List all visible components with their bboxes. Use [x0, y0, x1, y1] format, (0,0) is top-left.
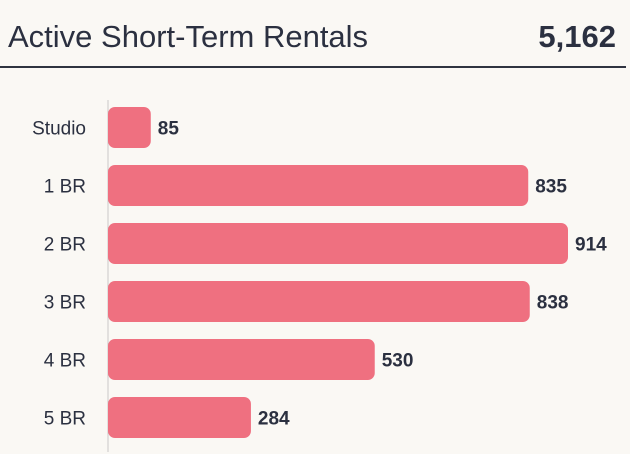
value-label: 914 [575, 235, 607, 256]
category-label: 3 BR [44, 293, 86, 314]
value-label: 838 [537, 293, 569, 314]
bar [108, 339, 375, 380]
bar-chart: Studio 85 1 BR 835 2 BR 914 3 BR 838 4 BR 530 5 BR… [32, 100, 607, 452]
value-label: 85 [158, 119, 180, 140]
bar [108, 165, 529, 206]
category-label: 1 BR [44, 177, 86, 198]
bar [108, 107, 151, 148]
value-label: 284 [258, 409, 290, 430]
value-label: 530 [382, 351, 414, 372]
chart-header: Active Short-Term Rentals 5,162 [0, 0, 626, 68]
total-count: 5,162 [538, 19, 616, 54]
category-label: 4 BR [44, 351, 86, 372]
category-label: Studio [32, 119, 86, 140]
bar [108, 223, 568, 264]
category-label: 5 BR [44, 409, 86, 430]
chart-title: Active Short-Term Rentals [8, 19, 369, 54]
bar [108, 281, 530, 322]
value-label: 835 [535, 177, 567, 198]
bar [108, 397, 251, 438]
category-label: 2 BR [44, 235, 86, 256]
